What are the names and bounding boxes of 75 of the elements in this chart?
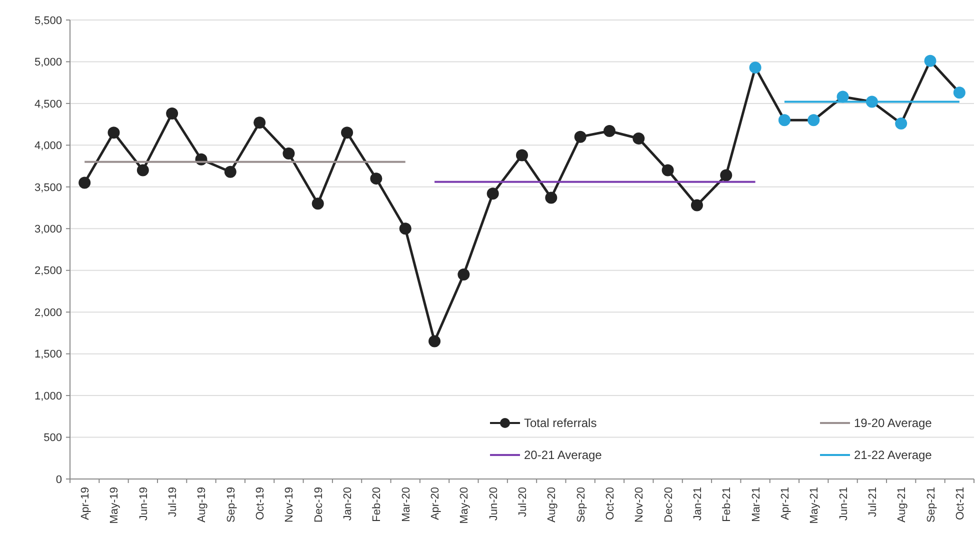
- x-tick-label: Apr-21: [779, 487, 792, 520]
- x-tick-label: Apr-20: [430, 487, 442, 520]
- point: [895, 117, 908, 130]
- x-tick-label: Nov-19: [284, 487, 296, 522]
- point: [78, 176, 91, 189]
- x-tick-label: Jun-20: [488, 487, 500, 521]
- legend-label: 20-21 Average: [524, 448, 602, 462]
- point: [166, 107, 178, 120]
- x-tick-label: Mar-21: [750, 487, 762, 522]
- x-tick-label: Jun-21: [838, 487, 850, 521]
- point: [224, 166, 236, 178]
- point: [399, 222, 412, 235]
- x-tick-label: Apr-19: [80, 487, 92, 520]
- x-tick-label: Aug-20: [546, 487, 558, 522]
- y-tick-label: 2,000: [34, 306, 62, 319]
- x-tick-label: Jan-20: [342, 487, 354, 521]
- x-tick-label: Jul-20: [517, 487, 529, 517]
- point: [458, 268, 470, 281]
- legend-label: Total referrals: [524, 416, 597, 430]
- x-tick-label: Sep-19: [225, 487, 238, 522]
- point: [632, 132, 645, 145]
- point: [516, 149, 528, 162]
- point: [953, 86, 966, 99]
- point: [312, 198, 324, 210]
- legend-label: 19-20 Average: [854, 416, 932, 430]
- point: [108, 126, 120, 139]
- x-tick-label: Aug-21: [896, 487, 908, 522]
- point: [808, 114, 820, 126]
- y-tick-label: 5,500: [34, 14, 62, 27]
- y-tick-label: 1,000: [34, 390, 62, 402]
- point: [254, 116, 266, 129]
- x-tick-label: Jul-19: [167, 487, 180, 517]
- point: [428, 335, 441, 348]
- point: [486, 188, 499, 200]
- point: [370, 172, 382, 185]
- x-tick-label: Sep-20: [575, 487, 588, 522]
- y-tick-label: 2,500: [34, 265, 62, 278]
- point: [720, 169, 732, 182]
- x-tick-label: Sep-21: [925, 487, 938, 522]
- x-tick-label: Jan-21: [692, 487, 704, 521]
- x-tick-label: Oct-19: [254, 487, 267, 520]
- point: [749, 62, 762, 74]
- x-tick-label: Jul-21: [866, 487, 879, 517]
- y-tick-label: 500: [44, 432, 62, 444]
- y-tick-label: 3,500: [34, 182, 62, 194]
- y-tick-label: 5,000: [34, 56, 62, 69]
- x-tick-label: Dec-19: [312, 487, 325, 522]
- y-tick-label: 4,500: [34, 98, 62, 110]
- point: [778, 114, 790, 126]
- x-tick-label: May-19: [108, 487, 121, 524]
- point: [545, 192, 558, 204]
- point: [282, 148, 295, 160]
- x-tick-label: Feb-21: [721, 487, 734, 522]
- y-tick-label: 1,500: [34, 348, 62, 361]
- point: [690, 199, 703, 212]
- point: [136, 164, 149, 176]
- legend-label: 21-22 Average: [854, 448, 932, 462]
- x-tick-label: May-20: [458, 487, 471, 524]
- y-tick-label: 4,000: [34, 140, 62, 152]
- y-tick-label: 3,000: [34, 223, 62, 236]
- x-tick-label: Oct-21: [954, 487, 966, 520]
- point: [603, 124, 616, 137]
- point: [924, 54, 936, 67]
- x-tick-label: Jun-19: [138, 487, 150, 521]
- x-tick-label: May-21: [808, 487, 821, 524]
- x-tick-label: Mar-20: [400, 487, 412, 522]
- y-tick-label: 0: [56, 474, 62, 486]
- x-tick-label: Dec-20: [662, 487, 675, 522]
- x-tick-label: Feb-20: [371, 487, 384, 522]
- x-tick-label: Aug-19: [196, 487, 208, 522]
- point: [662, 164, 674, 176]
- point: [574, 130, 586, 143]
- point: [341, 126, 354, 139]
- x-tick-label: Oct-20: [604, 487, 616, 520]
- x-tick-label: Nov-20: [634, 487, 646, 522]
